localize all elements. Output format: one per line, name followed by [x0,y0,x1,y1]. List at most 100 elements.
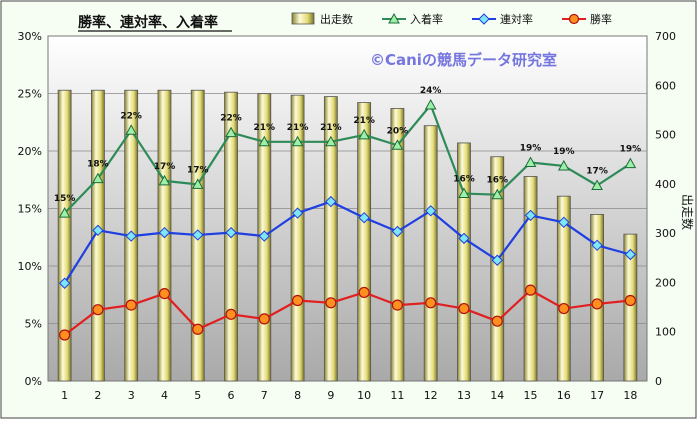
placing-rate-data-label: 21% [287,123,309,133]
x-tick-label: 8 [294,389,301,402]
y-left-tick-label: 15% [18,203,42,216]
legend: 出走数 入着率 連対率 勝率 [291,12,612,26]
bar-starts [390,108,405,382]
placing-rate-data-label: 21% [353,116,375,126]
y-right-tick-label: 700 [655,30,676,43]
watermark-text: ©Caniの競馬データ研究室 [370,51,557,69]
top2-rate-point [458,232,470,245]
line-series-layer: 15% 18% 22% 17% 17% 22% 21% 21% 21% 21% 20% 24% 16% 1… [54,86,642,341]
x-tick-label: 1 [61,389,68,402]
placing-rate-point [325,135,337,147]
y2-axis-title: 出走数 [680,194,695,230]
bar-starts [457,142,471,382]
placing-rate-data-label: 17% [154,162,176,172]
placing-rate-point [557,159,570,171]
x-tick-label: 15 [524,389,538,402]
legend-label: 勝率 [590,12,612,26]
y-left-tick-label: 0% [25,375,42,388]
win-rate-point [258,313,270,325]
placing-rate-data-label: 19% [620,145,642,155]
win-rate-point [458,302,470,315]
y-left-tick-label: 20% [18,145,42,158]
top2-rate-point [591,239,603,252]
legend-marker-diamond [478,13,490,25]
placing-rate-data-label: 17% [586,167,608,177]
y-right-tick-label: 600 [655,79,676,92]
bar-starts [290,94,305,382]
y-left-tick-label: 5% [25,318,42,331]
placing-rate-point [191,178,204,189]
placing-rate-point [491,188,504,200]
placing-rate-point [58,207,71,218]
y-left-tick-label: 25% [18,88,42,101]
placing-rate-data-label: 17% [187,165,209,175]
placing-rate-data-label: 20% [387,126,409,136]
placing-rate-data-label: 19% [520,144,542,154]
win-rate-point [425,297,437,309]
win-rate-point [92,304,104,316]
top2-rate-point [358,211,370,224]
bar-starts [357,102,372,382]
x-tick-label: 3 [128,389,135,402]
win-rate-point [192,323,204,335]
x-tick-label: 6 [228,389,235,402]
legend-swatch-starts [291,12,315,25]
placing-rate-point [125,124,138,135]
legend-marker-triangle [388,12,400,24]
y-left-tick-label: 30% [18,30,42,43]
line-top2-rate [63,200,631,284]
legend-label: 連対率 [500,12,533,26]
placing-rate-point [291,135,304,147]
line-win-rate [63,289,631,336]
x-tick-label: 2 [94,389,101,402]
win-rate-point [325,297,337,309]
bar-starts [556,195,571,382]
placing-rate-point [258,135,271,147]
x-tick-label: 11 [390,389,404,402]
x-tick-label: 17 [590,389,604,402]
placing-rate-data-label: 21% [254,123,276,133]
top2-rate-point [92,224,104,237]
y-right-tick-label: 0 [655,375,662,388]
x-tick-label: 14 [490,389,504,402]
win-rate-point [391,299,404,311]
placing-rate-point [391,139,404,150]
win-rate-point [558,302,570,315]
x-tick-label: 12 [424,389,438,402]
top2-rate-point [325,195,337,208]
placing-rate-data-label: 21% [320,123,342,133]
win-rate-point [59,329,71,341]
y-right-tick-label: 300 [655,227,676,240]
placing-rate-point [225,126,237,138]
top2-rate-point [258,230,271,242]
win-rate-point [291,294,304,307]
y-right-tick-label: 100 [655,326,676,339]
x-tick-label: 4 [161,389,168,402]
win-rate-point [591,298,603,310]
placing-rate-data-label: 15% [54,194,76,204]
chart-title: 勝率、連対率、入着率 [78,14,218,31]
axes-layer: 0% 5% 10% 15% 20% 25% 30% 0 100 200 300 400 500 600 70… [18,30,676,402]
y-right-tick-label: 200 [655,276,676,289]
legend-label: 入着率 [410,12,443,26]
legend-label: 出走数 [320,12,353,26]
y-right-tick-label: 400 [655,178,676,191]
win-rate-point [624,294,636,307]
win-rate-point [125,299,137,311]
line-placing-rate [63,103,631,214]
top2-rate-point [225,226,237,239]
placing-rate-point [158,174,171,186]
legend-marker-circle [568,13,580,25]
placing-rate-data-label: 19% [553,147,575,157]
top2-rate-point [291,207,304,219]
placing-rate-data-label: 16% [486,176,508,186]
bar-starts [623,233,638,382]
win-rate-point [524,284,537,296]
placing-rate-point [92,172,104,184]
placing-rate-data-label: 22% [220,114,242,124]
placing-rate-point [591,179,603,190]
top2-rate-point [524,209,537,222]
top2-rate-point [58,277,71,289]
x-tick-label: 5 [194,389,201,402]
